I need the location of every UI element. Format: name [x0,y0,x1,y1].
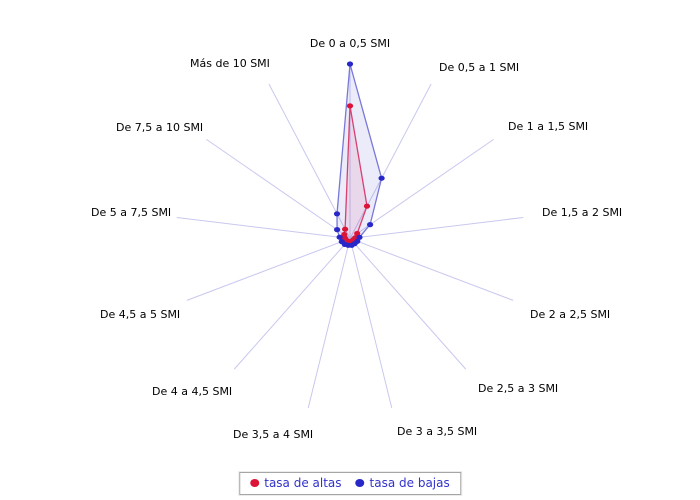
axis-label-1: De 0,5 a 1 SMI [439,61,519,74]
axis-spoke-6 [349,238,393,409]
legend-marker-bajas-icon [355,479,365,487]
data-point-altas-1 [363,203,371,209]
data-point-bajas-3 [356,234,363,240]
axis-label-10: De 5 a 7,5 SMI [91,206,171,219]
axis-spoke-11 [206,138,351,239]
axis-label-0: De 0 a 0,5 SMI [310,37,390,50]
data-point-bajas-2 [367,222,374,228]
axis-label-11: De 7,5 a 10 SMI [116,121,203,134]
axis-label-9: De 4,5 a 5 SMI [100,308,180,321]
axis-spoke-10 [176,216,351,239]
data-point-bajas-9 [338,239,345,245]
axis-spoke-3 [349,216,524,239]
axis-label-7: De 3,5 a 4 SMI [233,428,313,441]
legend-label-bajas: tasa de bajas [369,476,450,490]
axis-label-8: De 4 a 4,5 SMI [152,385,232,398]
axis-label-3: De 1,5 a 2 SMI [542,206,622,219]
data-point-altas-12 [342,226,349,232]
axis-spoke-9 [186,238,351,301]
axis-spoke-8 [233,238,351,370]
legend-item-bajas: tasa de bajas [355,476,450,490]
axis-spoke-5 [349,238,467,370]
data-point-bajas-1 [378,175,385,181]
axis-label-4: De 2 a 2,5 SMI [530,308,610,321]
axis-spoke-1 [349,83,432,239]
legend: tasa de altas tasa de bajas [239,472,461,495]
axis-label-2: De 1 a 1,5 SMI [508,120,588,133]
legend-item-altas: tasa de altas [250,476,342,490]
legend-label-altas: tasa de altas [264,476,342,490]
axis-label-12: Más de 10 SMI [190,57,270,70]
data-point-bajas-11 [334,227,341,233]
data-point-altas-11 [341,231,348,238]
data-point-altas-0 [346,103,354,109]
legend-marker-altas-icon [250,479,260,487]
axis-label-5: De 2,5 a 3 SMI [478,382,558,395]
data-point-bajas-10 [336,234,343,240]
axis-spoke-7 [307,238,351,409]
axis-spoke-2 [349,138,494,239]
axis-spoke-4 [349,238,514,301]
data-point-bajas-12 [333,211,341,217]
axis-label-6: De 3 a 3,5 SMI [397,425,477,438]
data-point-bajas-0 [346,61,354,67]
